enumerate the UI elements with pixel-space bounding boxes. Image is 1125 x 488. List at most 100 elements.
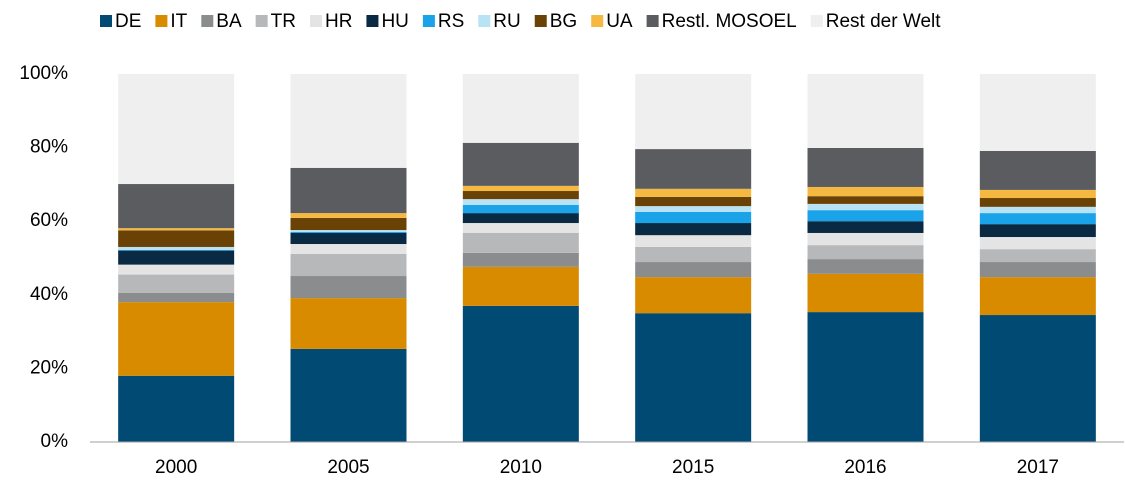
bar-segment (462, 205, 579, 214)
bar-segment (807, 312, 924, 442)
legend-swatch (646, 15, 659, 27)
legend-label: HR (325, 11, 352, 32)
legend-label: IT (170, 11, 187, 32)
y-tick-label: 80% (30, 137, 68, 158)
bar-segment (118, 375, 235, 442)
bar-segment (462, 199, 579, 206)
legend-swatch (366, 15, 379, 27)
legend-label: BA (216, 11, 242, 32)
bar-segment (462, 266, 579, 306)
bar-segment (807, 210, 924, 222)
bar-segment (635, 206, 752, 212)
legend-swatch (309, 15, 322, 27)
legend-label: Restl. MOSOEL (662, 11, 797, 32)
bar-segment (290, 244, 407, 254)
bar-segment (118, 246, 235, 250)
bar-segment (290, 213, 407, 218)
y-tick-label: 20% (30, 357, 68, 378)
bar-segment (635, 212, 752, 224)
legend-swatch (422, 15, 435, 27)
bar-segment (118, 184, 235, 229)
legend-swatch (534, 15, 547, 27)
bar-segment (290, 74, 407, 168)
bar-segment (462, 185, 579, 192)
bar-segment (118, 274, 235, 293)
bar-segment (290, 232, 407, 245)
bar-segment (807, 221, 924, 233)
bar-segment (118, 250, 235, 265)
bar-segment (462, 232, 579, 253)
bar-segment (807, 203, 924, 211)
bar-segment (635, 196, 752, 207)
bar-segment (979, 189, 1096, 199)
y-tick-label: 100% (19, 63, 68, 84)
bar-segment (290, 298, 407, 349)
bar-segment (635, 223, 752, 236)
y-tick-label: 0% (41, 431, 69, 452)
x-tick-label: 2016 (844, 457, 886, 478)
legend-swatch (478, 15, 491, 27)
legend-swatch (155, 15, 168, 27)
bar-segment (979, 198, 1096, 207)
bar-segment (290, 217, 407, 231)
legend-label: DE (115, 11, 141, 32)
bar-segment (118, 292, 235, 303)
legend-label: RU (493, 11, 520, 32)
bar-segment (290, 276, 407, 299)
bar-segment (807, 259, 924, 274)
bar-segment (979, 315, 1096, 442)
bar-segment (118, 74, 235, 185)
x-tick-label: 2000 (155, 457, 197, 478)
bar-segment (118, 264, 235, 275)
bar-segment (462, 223, 579, 233)
bar-segment (635, 277, 752, 314)
bar-segment (979, 74, 1096, 151)
bar-segment (807, 147, 924, 187)
bar-segment (635, 149, 752, 189)
bar-segment (979, 237, 1096, 250)
legend-swatch (810, 15, 823, 27)
legend-label: Rest der Welt (826, 11, 941, 32)
legend-swatch (100, 15, 112, 27)
bar-segment (635, 188, 752, 197)
bar-segment (462, 252, 579, 267)
bar-segment (979, 262, 1096, 278)
bar-segment (462, 74, 579, 143)
bar-segment (979, 150, 1096, 190)
x-tick-label: 2005 (327, 457, 369, 478)
y-tick-label: 40% (30, 284, 68, 305)
bar-segment (290, 253, 407, 277)
bar-segment (807, 273, 924, 313)
legend-swatch (201, 15, 214, 27)
bar-segment (807, 186, 924, 197)
bar-segment (635, 246, 752, 263)
bar-segment (118, 230, 235, 247)
y-tick-label: 60% (30, 210, 68, 231)
legend-label: RS (438, 11, 464, 32)
bar-segment (462, 305, 579, 442)
bar-segment (807, 245, 924, 260)
legend-label: UA (606, 11, 633, 32)
bar-segment (807, 232, 924, 246)
bar-segment (979, 213, 1096, 225)
bar-segment (462, 142, 579, 186)
bar-segment (118, 228, 235, 231)
bar-segment (635, 262, 752, 278)
bar-segment (979, 249, 1096, 263)
legend-swatch (591, 15, 604, 27)
bar-segment (635, 313, 752, 442)
x-tick-label: 2010 (500, 457, 542, 478)
bar-segment (635, 74, 752, 150)
legend-swatch (255, 15, 268, 27)
bar-segment (979, 206, 1096, 214)
bar-segment (118, 249, 235, 251)
bar-segment (462, 213, 579, 224)
bar-segment (462, 191, 579, 200)
bar-segment (635, 235, 752, 247)
bar-segment (290, 231, 407, 233)
x-tick-label: 2017 (1017, 457, 1059, 478)
bar-segment (290, 230, 407, 232)
x-tick-label: 2015 (672, 457, 714, 478)
bar-segment (807, 74, 924, 148)
